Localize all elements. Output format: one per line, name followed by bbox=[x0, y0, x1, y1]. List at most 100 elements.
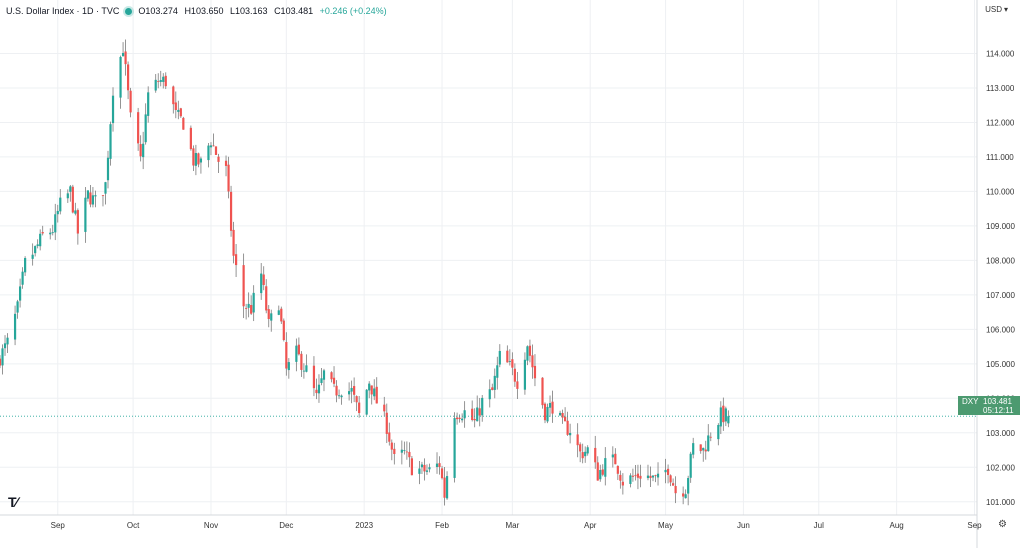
candle-body[interactable] bbox=[189, 127, 192, 150]
candle-body[interactable] bbox=[242, 265, 245, 307]
candle-body[interactable] bbox=[295, 345, 298, 362]
candle-body[interactable] bbox=[194, 153, 198, 166]
candle-body[interactable] bbox=[722, 405, 725, 423]
candle-body[interactable] bbox=[109, 124, 112, 159]
candle-body[interactable] bbox=[423, 464, 426, 472]
candle-body[interactable] bbox=[383, 404, 386, 412]
candle-body[interactable] bbox=[385, 412, 388, 434]
candle-body[interactable] bbox=[265, 286, 268, 311]
candle-body[interactable] bbox=[566, 420, 569, 435]
candle-body[interactable] bbox=[523, 359, 527, 390]
candle-body[interactable] bbox=[425, 470, 429, 472]
candle-body[interactable] bbox=[543, 403, 547, 421]
candle-body[interactable] bbox=[405, 451, 408, 453]
candle-body[interactable] bbox=[664, 469, 667, 473]
candle-body[interactable] bbox=[209, 145, 213, 148]
candle-body[interactable] bbox=[614, 453, 617, 465]
candle-body[interactable] bbox=[418, 468, 421, 474]
candle-body[interactable] bbox=[669, 475, 672, 483]
candle-body[interactable] bbox=[654, 475, 657, 477]
candle-body[interactable] bbox=[435, 463, 439, 468]
candle-body[interactable] bbox=[51, 232, 54, 234]
candle-body[interactable] bbox=[533, 365, 537, 379]
candle-body[interactable] bbox=[129, 90, 132, 113]
symbol-title[interactable]: U.S. Dollar Index · 1D · TVC bbox=[6, 6, 120, 16]
candle-body[interactable] bbox=[596, 462, 599, 481]
candle-body[interactable] bbox=[207, 145, 210, 161]
candle-body[interactable] bbox=[682, 493, 685, 497]
candle-body[interactable] bbox=[350, 387, 353, 392]
candle-body[interactable] bbox=[300, 353, 303, 370]
candle-body[interactable] bbox=[528, 345, 532, 356]
candle-body[interactable] bbox=[393, 448, 396, 454]
candle-body[interactable] bbox=[104, 182, 107, 194]
candle-body[interactable] bbox=[717, 425, 720, 440]
candle-body[interactable] bbox=[564, 416, 567, 422]
candle-body[interactable] bbox=[59, 197, 62, 212]
candle-body[interactable] bbox=[707, 435, 710, 452]
candle-body[interactable] bbox=[348, 391, 351, 395]
candle-body[interactable] bbox=[355, 396, 358, 403]
candle-body[interactable] bbox=[179, 108, 182, 117]
candle-body[interactable] bbox=[270, 313, 273, 321]
candle-body[interactable] bbox=[498, 350, 501, 365]
candle-body[interactable] bbox=[463, 410, 466, 419]
candle-body[interactable] bbox=[579, 444, 582, 452]
candle-body[interactable] bbox=[18, 286, 22, 301]
candle-body[interactable] bbox=[212, 145, 215, 147]
candle-body[interactable] bbox=[144, 114, 147, 143]
candle-body[interactable] bbox=[101, 195, 105, 197]
candle-body[interactable] bbox=[445, 476, 449, 499]
candle-body[interactable] bbox=[674, 485, 677, 494]
candle-body[interactable] bbox=[546, 406, 549, 422]
candle-body[interactable] bbox=[649, 475, 652, 478]
candle-body[interactable] bbox=[31, 254, 34, 259]
candle-body[interactable] bbox=[245, 308, 248, 309]
candle-body[interactable] bbox=[332, 377, 336, 384]
candle-body[interactable] bbox=[320, 378, 323, 384]
candle-body[interactable] bbox=[365, 389, 368, 415]
candle-body[interactable] bbox=[368, 383, 371, 391]
candle-body[interactable] bbox=[41, 232, 44, 234]
candle-body[interactable] bbox=[199, 158, 203, 163]
candle-body[interactable] bbox=[666, 468, 670, 475]
candle-body[interactable] bbox=[375, 386, 378, 404]
candle-body[interactable] bbox=[584, 451, 587, 457]
candle-body[interactable] bbox=[94, 195, 97, 197]
candle-body[interactable] bbox=[154, 79, 157, 91]
candle-body[interactable] bbox=[277, 310, 280, 315]
candle-body[interactable] bbox=[516, 381, 519, 389]
candlestick-series[interactable] bbox=[0, 39, 730, 506]
candle-body[interactable] bbox=[719, 407, 722, 427]
tradingview-logo-icon[interactable]: T∕ bbox=[8, 494, 18, 510]
candle-body[interactable] bbox=[137, 112, 140, 144]
candle-body[interactable] bbox=[142, 143, 145, 158]
candle-body[interactable] bbox=[312, 365, 316, 389]
candle-body[interactable] bbox=[247, 303, 250, 308]
candle-body[interactable] bbox=[443, 477, 446, 498]
candle-body[interactable] bbox=[656, 473, 660, 478]
candle-body[interactable] bbox=[629, 475, 632, 484]
candle-body[interactable] bbox=[476, 407, 479, 422]
candle-body[interactable] bbox=[684, 494, 687, 499]
candle-body[interactable] bbox=[636, 473, 640, 478]
candle-body[interactable] bbox=[631, 475, 635, 477]
candle-body[interactable] bbox=[111, 95, 115, 124]
candle-body[interactable] bbox=[1, 348, 4, 366]
candle-body[interactable] bbox=[727, 416, 730, 424]
candle-body[interactable] bbox=[493, 375, 496, 390]
candle-body[interactable] bbox=[689, 453, 692, 478]
candle-body[interactable] bbox=[672, 483, 675, 486]
candle-body[interactable] bbox=[69, 186, 72, 192]
candle-body[interactable] bbox=[66, 193, 69, 199]
candle-body[interactable] bbox=[285, 342, 288, 369]
candle-body[interactable] bbox=[282, 320, 285, 341]
candle-body[interactable] bbox=[227, 164, 230, 192]
candle-body[interactable] bbox=[217, 156, 220, 162]
candle-body[interactable] bbox=[473, 419, 476, 421]
candle-body[interactable] bbox=[461, 418, 464, 421]
candle-body[interactable] bbox=[702, 447, 705, 451]
candle-body[interactable] bbox=[586, 447, 589, 454]
candle-body[interactable] bbox=[287, 362, 290, 371]
candle-body[interactable] bbox=[224, 160, 228, 166]
